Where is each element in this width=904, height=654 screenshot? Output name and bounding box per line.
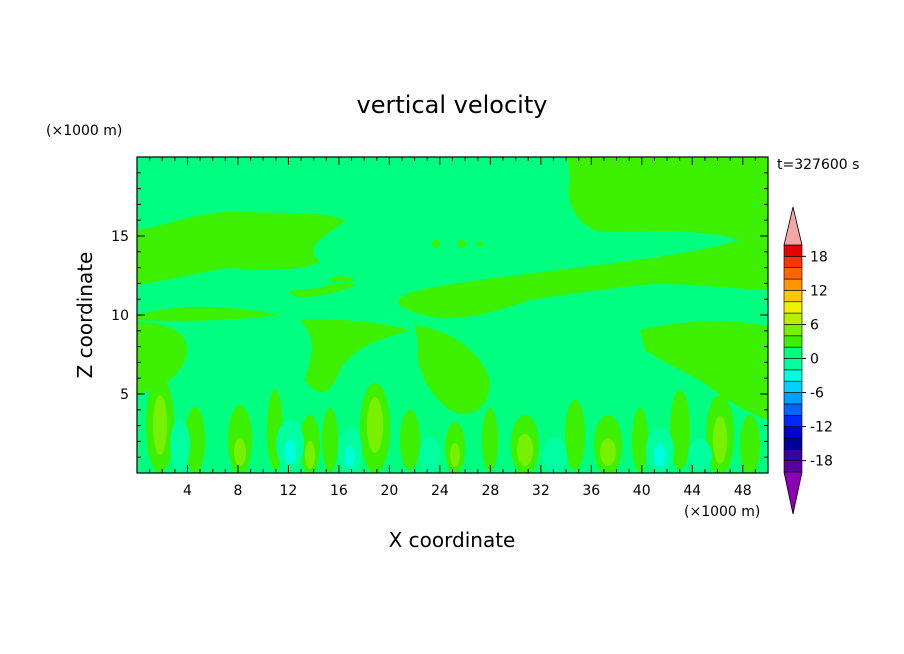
x-tick-label: 36 [582,483,600,499]
colorbar-swatch [783,358,803,371]
colorbar: 18 12 6 0 -6 -12 -18 [783,206,833,515]
x-tick-label: 48 [734,483,752,499]
colorbar-tick-label: 6 [810,317,819,333]
colorbar-swatch [783,369,803,382]
y-tick-label: 15 [111,229,129,245]
time-label: t=327600 s [777,157,859,173]
x-axis-unit: (×1000 m) [684,504,760,520]
colorbar-swatch [783,335,803,348]
colorbar-swatch [783,460,803,473]
x-tick-label: 12 [280,483,298,499]
contour-level-2-4 [137,157,768,420]
colorbar-swatch [783,448,803,461]
chart-title: vertical velocity [357,91,548,119]
colorbar-tick-label: -18 [810,454,833,470]
colorbar-swatch [783,426,803,439]
colorbar-swatch [783,312,803,325]
x-tick-label: 20 [380,483,398,499]
contour-level-4-6 [153,395,727,469]
x-tick-label: 24 [431,483,449,499]
colorbar-swatch [783,392,803,405]
colorbar-upper-extend [783,206,803,246]
y-axis-label: Z coordinate [73,252,97,379]
colorbar-swatch [783,403,803,416]
colorbar-swatch [783,278,803,291]
y-tick-label: 5 [120,387,129,403]
x-tick-label: 44 [683,483,701,499]
x-axis-ticks: 4 8 12 16 20 24 28 32 36 40 44 48 [149,157,756,499]
colorbar-swatch [783,437,803,450]
y-axis-unit: (×1000 m) [46,123,122,139]
x-tick-label: 8 [233,483,242,499]
y-tick-label: 10 [111,308,129,324]
colorbar-swatch [783,301,803,314]
colorbar-swatch [783,244,803,257]
x-tick-label: 40 [633,483,651,499]
colorbar-swatch [783,256,803,269]
colorbar-swatch [783,324,803,337]
colorbar-swatch [783,290,803,303]
x-tick-label: 28 [481,483,499,499]
contour-field [137,157,768,473]
x-tick-label: 32 [532,483,550,499]
x-tick-label: 4 [183,483,192,499]
colorbar-swatch [783,346,803,359]
y-axis-ticks: 5 10 15 [111,172,768,458]
colorbar-tick-label: -6 [810,386,824,402]
colorbar-lower-extend [783,471,803,515]
x-axis-label: X coordinate [389,528,516,552]
colorbar-swatch [783,380,803,393]
colorbar-tick-label: -12 [810,420,833,436]
colorbar-swatch [783,414,803,427]
colorbar-swatch [783,267,803,280]
colorbar-tick-label: 0 [810,352,819,368]
x-tick-label: 16 [330,483,348,499]
colorbar-tick-label: 18 [810,249,828,265]
contour-level-minus4-minus2 [284,440,666,467]
colorbar-tick-label: 12 [810,283,828,299]
